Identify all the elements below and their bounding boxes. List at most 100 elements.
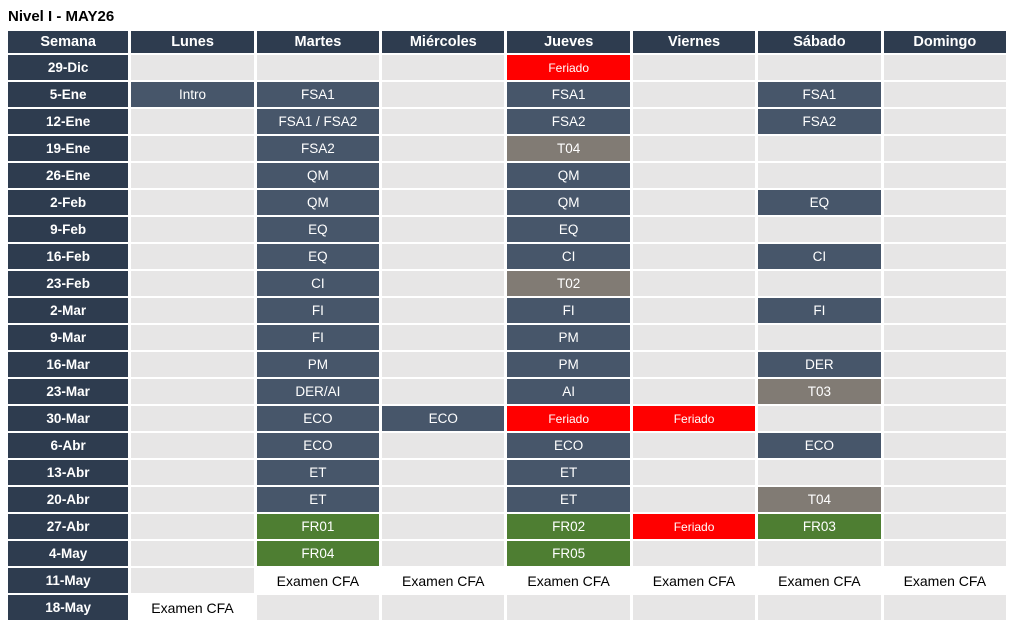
schedule-row: 2-Feb QM QM EQ (8, 190, 1006, 215)
week-cell: 26-Ene (8, 163, 129, 188)
course-cell: ET (256, 460, 380, 485)
empty-cell (632, 244, 756, 269)
empty-cell (883, 487, 1006, 512)
course-cell: PM (507, 352, 630, 377)
empty-cell (632, 163, 756, 188)
empty-cell (883, 163, 1006, 188)
empty-cell (758, 460, 881, 485)
week-cell: 30-Mar (8, 406, 129, 431)
course-cell: EQ (758, 190, 881, 215)
column-header-day: Miércoles (382, 31, 505, 53)
course-cell: EQ (256, 244, 380, 269)
exam-cell: Examen CFA (758, 568, 881, 593)
empty-cell (131, 163, 254, 188)
empty-cell (632, 55, 756, 80)
empty-cell (131, 379, 254, 404)
schedule-row: 16-Mar PM PM DER (8, 352, 1006, 377)
empty-cell (632, 109, 756, 134)
empty-cell (131, 190, 254, 215)
exam-cell: Examen CFA (883, 568, 1006, 593)
empty-cell (632, 136, 756, 161)
empty-cell (256, 595, 380, 620)
schedule-row: 6-Abr ECO ECO ECO (8, 433, 1006, 458)
schedule-row: 27-Abr FR01 FR02 Feriado FR03 (8, 514, 1006, 539)
schedule-row: 30-Mar ECO ECO Feriado Feriado (8, 406, 1006, 431)
review-cell: FR01 (256, 514, 380, 539)
empty-cell (883, 217, 1006, 242)
empty-cell (883, 379, 1006, 404)
schedule-row: 16-Feb EQ CI CI (8, 244, 1006, 269)
empty-cell (883, 55, 1006, 80)
course-cell: ECO (507, 433, 630, 458)
topic-cell: T04 (758, 487, 881, 512)
empty-cell (382, 217, 505, 242)
week-cell: 12-Ene (8, 109, 129, 134)
empty-cell (758, 163, 881, 188)
empty-cell (758, 595, 881, 620)
empty-cell (632, 541, 756, 566)
empty-cell (883, 595, 1006, 620)
empty-cell (883, 244, 1006, 269)
empty-cell (382, 541, 505, 566)
course-cell: ECO (256, 433, 380, 458)
week-cell: 5-Ene (8, 82, 129, 107)
week-cell: 13-Abr (8, 460, 129, 485)
course-cell: FSA1 (256, 82, 380, 107)
course-cell: QM (507, 190, 630, 215)
empty-cell (632, 352, 756, 377)
schedule-row: 18-May Examen CFA (8, 595, 1006, 620)
course-cell: FI (256, 298, 380, 323)
empty-cell (382, 298, 505, 323)
empty-cell (382, 136, 505, 161)
schedule-header: Semana Lunes Martes Miércoles Jueves Viernes S… (8, 31, 1006, 53)
schedule-row: 5-Ene Intro FSA1 FSA1 FSA1 (8, 82, 1006, 107)
page-title: Nivel I - MAY26 (8, 8, 115, 25)
empty-cell (382, 379, 505, 404)
week-cell: 27-Abr (8, 514, 129, 539)
empty-cell (131, 433, 254, 458)
empty-cell (883, 298, 1006, 323)
empty-cell (883, 514, 1006, 539)
empty-cell (131, 568, 254, 593)
empty-cell (382, 460, 505, 485)
empty-cell (883, 82, 1006, 107)
empty-cell (131, 541, 254, 566)
course-cell: DER/AI (256, 379, 380, 404)
empty-cell (632, 460, 756, 485)
empty-cell (131, 487, 254, 512)
exam-cell: Examen CFA (256, 568, 380, 593)
column-header-semana: Semana (8, 31, 129, 53)
course-cell: AI (507, 379, 630, 404)
empty-cell (131, 271, 254, 296)
course-cell: QM (256, 163, 380, 188)
course-cell: ECO (382, 406, 505, 431)
empty-cell (632, 271, 756, 296)
exam-cell: Examen CFA (507, 568, 630, 593)
schedule-row: 19-Ene FSA2 T04 (8, 136, 1006, 161)
schedule-row: 29-Dic Feriado (8, 55, 1006, 80)
exam-cell: Examen CFA (131, 595, 254, 620)
column-header-day: Sábado (758, 31, 881, 53)
week-cell: 2-Mar (8, 298, 129, 323)
exam-cell: Examen CFA (382, 568, 505, 593)
week-cell: 29-Dic (8, 55, 129, 80)
empty-cell (632, 595, 756, 620)
empty-cell (131, 406, 254, 431)
week-cell: 20-Abr (8, 487, 129, 512)
schedule-row: 2-Mar FI FI FI (8, 298, 1006, 323)
schedule-row: 26-Ene QM QM (8, 163, 1006, 188)
empty-cell (632, 190, 756, 215)
empty-cell (758, 406, 881, 431)
empty-cell (883, 325, 1006, 350)
empty-cell (382, 271, 505, 296)
header-row: Semana Lunes Martes Miércoles Jueves Viernes S… (8, 31, 1006, 53)
empty-cell (758, 217, 881, 242)
empty-cell (382, 82, 505, 107)
schedule-row: 13-Abr ET ET (8, 460, 1006, 485)
schedule-row: 4-May FR04 FR05 (8, 541, 1006, 566)
column-header-day: Viernes (632, 31, 756, 53)
holiday-cell: Feriado (507, 406, 630, 431)
empty-cell (632, 217, 756, 242)
schedule-row: 12-Ene FSA1 / FSA2 FSA2 FSA2 (8, 109, 1006, 134)
empty-cell (382, 55, 505, 80)
